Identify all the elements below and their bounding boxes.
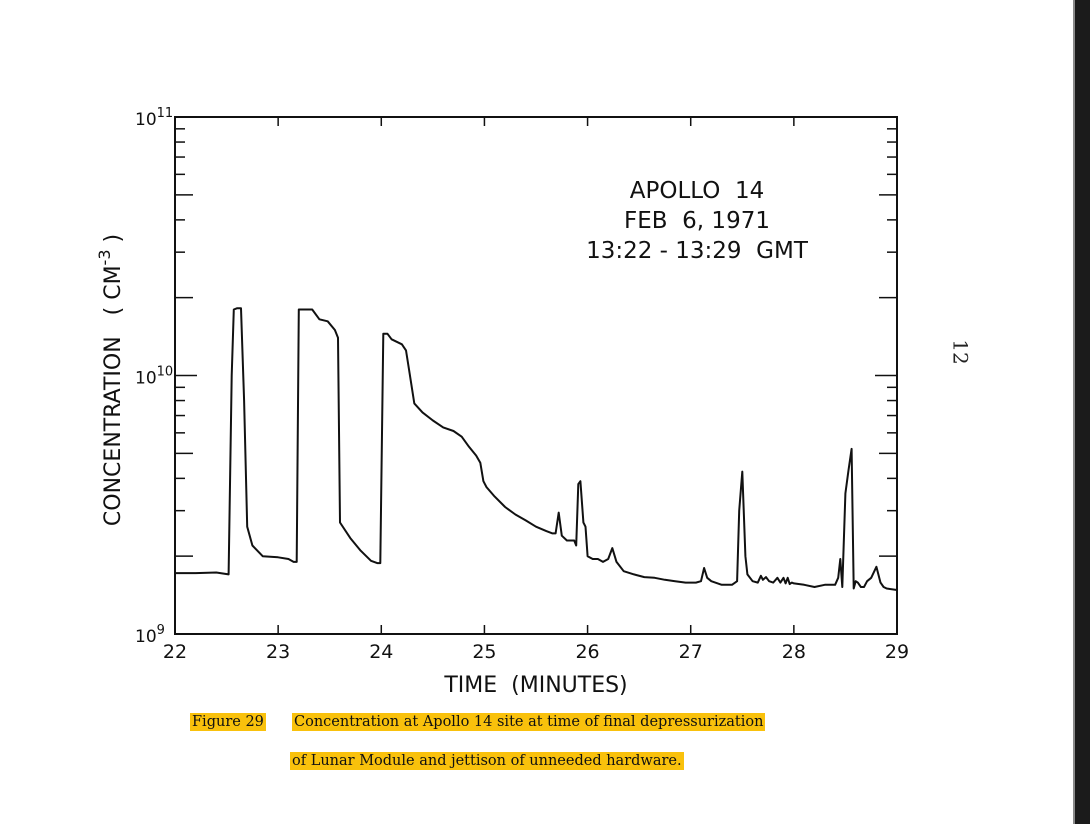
x-axis-label: TIME (MINUTES) xyxy=(443,673,627,698)
x-tick-label: 28 xyxy=(782,641,806,663)
y-tick-label: 109 xyxy=(135,623,165,647)
x-tick-label: 23 xyxy=(266,641,290,663)
figure-caption-line-2: of Lunar Module and jettison of unneeded… xyxy=(290,752,684,770)
x-tick-label: 26 xyxy=(575,641,599,663)
y-axis-label: CONCENTRATION ( CM-3 ) xyxy=(95,234,126,526)
x-tick-label: 25 xyxy=(472,641,496,663)
x-tick-label: 29 xyxy=(885,641,909,663)
y-tick-label: 1011 xyxy=(135,106,173,130)
chart-annotation-line: FEB 6, 1971 xyxy=(624,208,770,234)
figure-caption-line-1: Concentration at Apollo 14 site at time … xyxy=(292,713,766,731)
page-number: 12 xyxy=(948,339,973,365)
scan-page-edge-line xyxy=(1073,0,1075,824)
chart-annotation-line: APOLLO 14 xyxy=(630,178,765,204)
scan-page-edge xyxy=(1075,0,1090,824)
x-tick-label: 22 xyxy=(163,641,187,663)
chart-annotation-line: 13:22 - 13:29 GMT xyxy=(586,238,809,264)
x-tick-label: 24 xyxy=(369,641,393,663)
y-tick-label: 1010 xyxy=(135,365,173,389)
x-tick-label: 27 xyxy=(679,641,703,663)
concentration-series-line xyxy=(175,307,898,591)
figure-label: Figure 29 xyxy=(190,713,266,731)
plot-frame xyxy=(174,116,898,635)
